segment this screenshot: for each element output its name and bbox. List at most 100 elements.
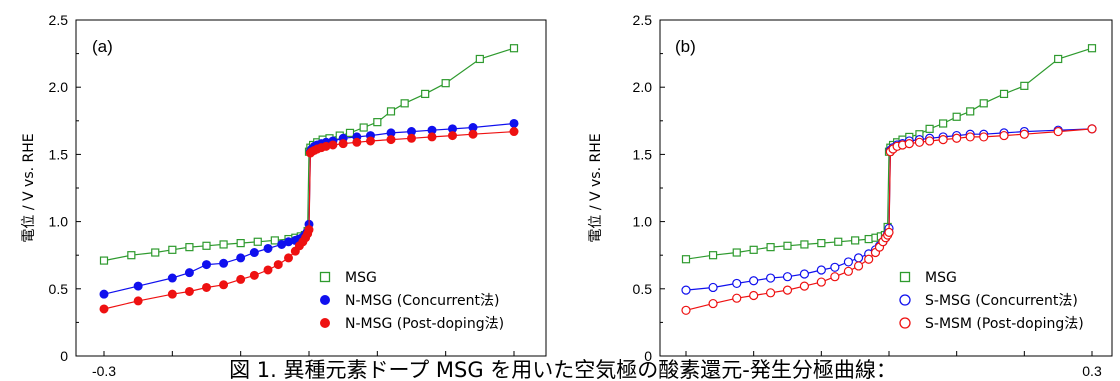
data-point (965, 132, 975, 142)
legend-marker (899, 317, 911, 329)
data-point (448, 131, 457, 141)
data-point (938, 135, 948, 145)
legend-label: MSG (345, 270, 377, 286)
data-point (884, 227, 894, 237)
data-point (99, 256, 109, 265)
legend-label: S-MSM (Post-doping法) (925, 316, 1084, 332)
x-tick-label: -0.3 (92, 363, 116, 379)
y-tick-label: 0.5 (49, 281, 69, 297)
data-point (352, 137, 362, 147)
legend-entry: MSG (899, 270, 957, 286)
data-point (681, 305, 691, 315)
legend-label: N-MSG (Post-doping法) (345, 316, 504, 332)
data-point (345, 128, 355, 137)
y-tick-label: 0 (60, 348, 68, 364)
data-point (273, 260, 283, 270)
data-point (749, 245, 758, 254)
data-point (924, 136, 935, 146)
data-point (816, 265, 826, 275)
legend-marker (320, 295, 330, 305)
data-point (386, 107, 396, 116)
data-point (373, 118, 382, 127)
data-point (766, 243, 775, 252)
data-point (427, 132, 437, 142)
data-point (799, 269, 810, 279)
y-tick-label: 2.0 (49, 79, 69, 95)
data-point (843, 257, 854, 267)
data-point (366, 136, 375, 146)
data-point (939, 119, 948, 128)
data-point (407, 133, 416, 143)
data-point (270, 236, 279, 245)
data-point (359, 123, 368, 132)
data-point (681, 285, 691, 295)
data-point (765, 273, 776, 283)
y-tick-label: 1.5 (633, 146, 653, 162)
data-point (864, 254, 874, 264)
y-tick-label: 2.5 (49, 12, 69, 28)
data-point (441, 79, 450, 88)
data-point (925, 124, 934, 133)
data-point (816, 277, 826, 287)
data-point (799, 281, 810, 291)
legend-label: N-MSG (Concurrent法) (345, 293, 499, 309)
data-point (853, 253, 864, 263)
data-point (185, 243, 194, 252)
data-point (732, 278, 742, 289)
data-point (236, 274, 246, 284)
legend-entry: S-MSG (Concurrent法) (899, 293, 1078, 309)
data-point (219, 280, 229, 290)
data-point (708, 282, 718, 293)
y-axis-label: 電位 / V vs. RHE (21, 133, 37, 242)
data-point (219, 258, 229, 268)
legend-marker (899, 271, 911, 283)
y-tick-label: 2.0 (633, 79, 653, 95)
data-point (681, 255, 691, 264)
data-point (236, 239, 245, 248)
data-point (236, 253, 246, 263)
data-point (133, 281, 143, 291)
data-point (800, 240, 809, 249)
data-point (167, 289, 177, 299)
data-point (708, 298, 718, 309)
data-point (168, 245, 177, 254)
data-point (263, 265, 273, 275)
y-tick-label: 0 (644, 348, 652, 364)
data-point (475, 54, 484, 64)
x-tick-label: 0.3 (1082, 363, 1102, 379)
data-point (468, 129, 478, 139)
data-point (904, 139, 914, 149)
data-point (249, 270, 259, 280)
data-point (249, 248, 259, 258)
data-point (732, 293, 742, 303)
legend-entry: MSG (319, 270, 377, 286)
y-tick-label: 1.5 (49, 146, 69, 162)
data-point (304, 225, 314, 235)
legend-marker (899, 294, 911, 306)
data-point (509, 127, 519, 137)
data-point (1053, 126, 1063, 137)
data-point (151, 248, 160, 257)
data-point (979, 132, 989, 142)
panel-label: (b) (675, 37, 696, 56)
data-point (830, 272, 840, 282)
data-point (1020, 81, 1029, 90)
data-point (509, 118, 519, 128)
series-red (99, 127, 519, 314)
y-tick-label: 2.5 (633, 12, 653, 28)
data-point (765, 288, 776, 298)
y-axis-label: 電位 / V vs. RHE (588, 133, 604, 242)
data-point (834, 237, 843, 246)
data-point (167, 273, 177, 283)
data-point (782, 272, 793, 282)
legend-entry: N-MSG (Post-doping法) (320, 316, 504, 332)
data-point (864, 234, 873, 244)
data-point (1087, 124, 1097, 134)
data-point (219, 240, 228, 249)
legend-entry: N-MSG (Concurrent法) (320, 293, 499, 309)
chart-panel-b: 0 0.5 1.0 1.5 2.0 2.5 0.3 電位 / V vs. RHE (b) MSG S… (588, 12, 1113, 379)
legend-entry: S-MSM (Post-doping法) (899, 316, 1084, 332)
y-tick-label: 0.5 (633, 281, 653, 297)
legend-label: S-MSG (Concurrent法) (925, 293, 1078, 309)
